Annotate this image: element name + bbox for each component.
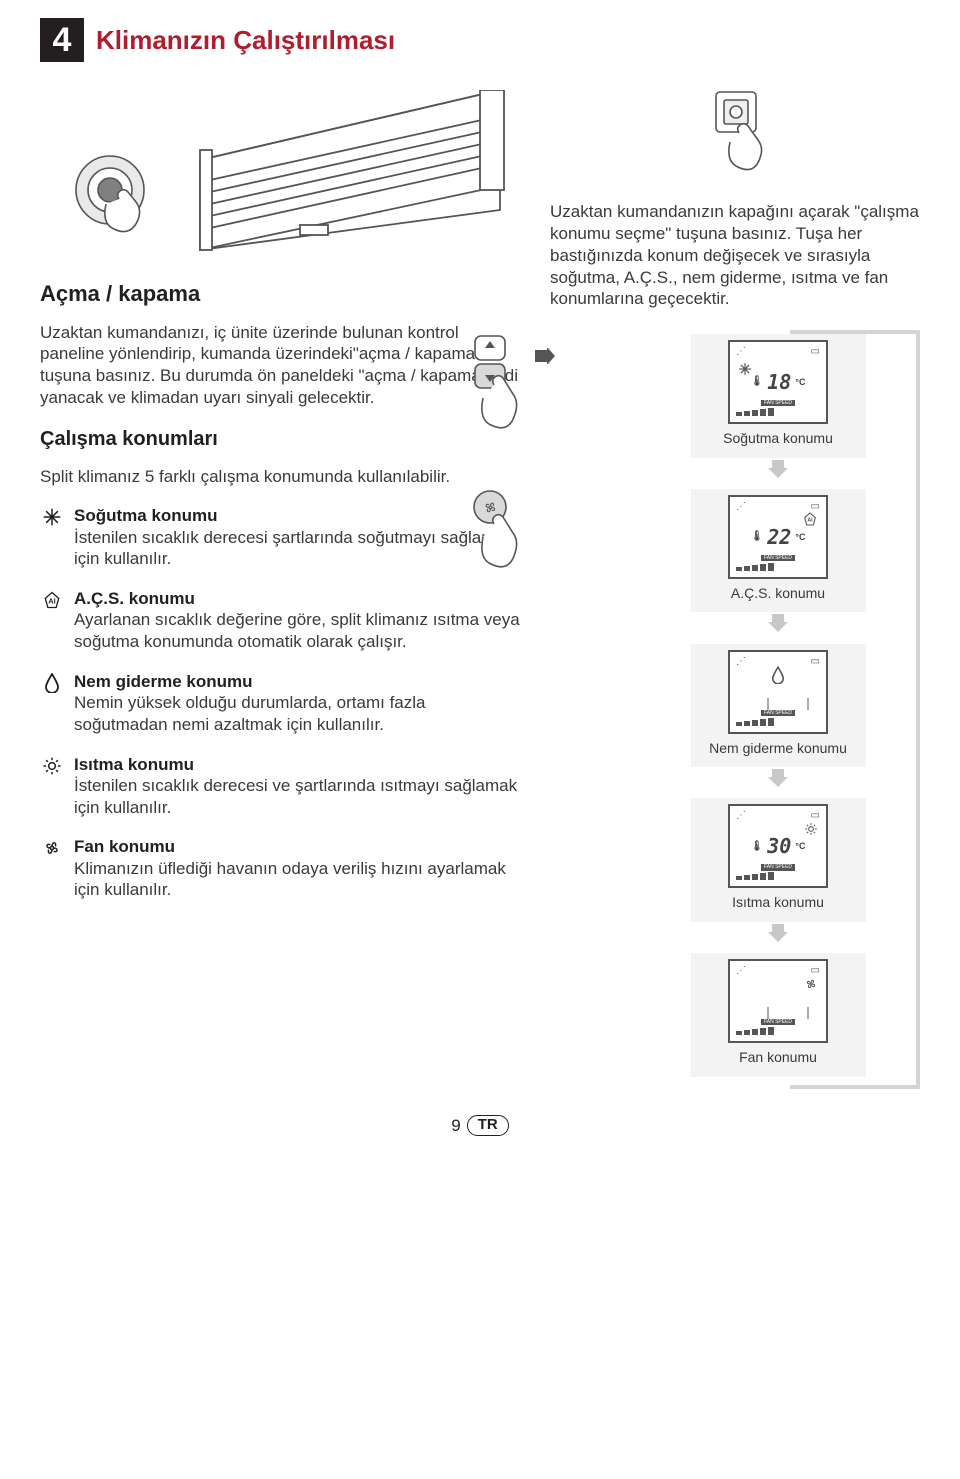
screen-unit: °C bbox=[795, 377, 805, 388]
thermometer-icon: 🌡 bbox=[751, 376, 764, 389]
remote-screen: ⋰ ▭ 🌡18 °C FAN SPEED bbox=[728, 340, 828, 424]
mode-name: Isıtma konumu bbox=[74, 754, 520, 775]
fan-speed-label: FAN SPEED bbox=[761, 710, 795, 716]
remote-screen: ⋰▭ FAN SPEED bbox=[728, 650, 828, 734]
wifi-icon: ⋰ bbox=[736, 501, 746, 514]
mode-item: Fan konumu Klimanızın üflediği havanın o… bbox=[40, 836, 520, 901]
svg-text:AI: AI bbox=[807, 517, 813, 523]
page-header: 4 Klimanızın Çalıştırılması bbox=[40, 18, 920, 62]
remote-label: Isıtma konumu bbox=[695, 894, 862, 912]
step-badge: 4 bbox=[40, 18, 84, 62]
heading-modes: Çalışma konumları bbox=[40, 427, 520, 452]
remote-label: Nem giderme konumu bbox=[695, 740, 862, 758]
mode-item: Nem giderme konumu Nemin yüksek olduğu d… bbox=[40, 671, 520, 736]
ac-unit-illustration bbox=[50, 90, 510, 260]
mode-item: AI A.Ç.S. konumu Ayarlanan sıcaklık değe… bbox=[40, 588, 520, 653]
wall-switch-illustration bbox=[550, 90, 920, 185]
illustration-unit-press bbox=[40, 90, 520, 260]
screen-unit: °C bbox=[795, 532, 805, 543]
sun-icon bbox=[40, 754, 64, 819]
remote-screen: ⋰▭ AI 🌡22°C FAN SPEED bbox=[728, 495, 828, 579]
fan-speed-label: FAN SPEED bbox=[761, 864, 795, 870]
snowflake-icon bbox=[40, 505, 64, 570]
flow-arrow-down-icon bbox=[650, 769, 906, 792]
remote-flow: ⋰ ▭ 🌡18 °C FAN SPEED Soğutma konumu ⋰ ▭ bbox=[550, 334, 920, 1085]
mode-list: Soğutma konumu İstenilen sıcaklık derece… bbox=[40, 505, 520, 901]
mode-desc: Nemin yüksek olduğu durumlarda, ortamı f… bbox=[74, 692, 520, 736]
fan-button-hand-icon bbox=[455, 489, 535, 599]
fan-speed-label: FAN SPEED bbox=[761, 400, 795, 406]
screen-temp: 30 bbox=[767, 834, 791, 859]
mode-desc: Ayarlanan sıcaklık değerine göre, split … bbox=[74, 609, 520, 653]
remote-card: ⋰▭ FAN SPEED Fan konumu bbox=[691, 953, 866, 1077]
mode-desc: İstenilen sıcaklık derecesi ve şartların… bbox=[74, 775, 520, 819]
mode-icon-in-screen bbox=[730, 666, 826, 689]
battery-icon: ▭ bbox=[811, 346, 820, 359]
wifi-icon: ⋰ bbox=[736, 810, 746, 823]
wifi-icon: ⋰ bbox=[736, 965, 746, 978]
remote-card: ⋰▭ AI 🌡22°C FAN SPEED A.Ç.S. konumu bbox=[691, 489, 866, 613]
mode-item: Isıtma konumu İstenilen sıcaklık dereces… bbox=[40, 754, 520, 819]
remote-card: ⋰ ▭ 🌡18 °C FAN SPEED Soğutma konumu bbox=[691, 334, 866, 458]
ai-icon: AI bbox=[40, 588, 64, 653]
right-column: Uzaktan kumandanızın kapağını açarak "ça… bbox=[550, 90, 920, 1085]
screen-temp: 18 bbox=[767, 370, 791, 395]
page-footer: 9 TR bbox=[40, 1115, 920, 1136]
flow-arrow-down-icon bbox=[650, 924, 906, 947]
left-column: Açma / kapama Uzaktan kumandanızı, iç ün… bbox=[40, 90, 520, 1085]
thermometer-icon: 🌡 bbox=[751, 841, 764, 854]
remote-screen: ⋰▭ FAN SPEED bbox=[728, 959, 828, 1043]
fan-icon bbox=[40, 836, 64, 901]
flow-arrow-down-icon bbox=[650, 614, 906, 637]
drop-icon bbox=[40, 671, 64, 736]
page-number: 9 bbox=[451, 1115, 460, 1136]
fan-speed-label: FAN SPEED bbox=[761, 1019, 795, 1025]
mode-icon-in-screen bbox=[804, 975, 818, 996]
mode-name: Nem giderme konumu bbox=[74, 671, 520, 692]
hand-icons-column bbox=[450, 334, 540, 599]
remote-card: ⋰▭ 🌡30°C FAN SPEED Isıtma konumu bbox=[691, 798, 866, 922]
para-modes: Split klimanız 5 farklı çalışma konumund… bbox=[40, 466, 520, 488]
fan-speed-label: FAN SPEED bbox=[761, 555, 795, 561]
mode-name: Fan konumu bbox=[74, 836, 520, 857]
page-title: Klimanızın Çalıştırılması bbox=[96, 24, 395, 57]
mode-item: Soğutma konumu İstenilen sıcaklık derece… bbox=[40, 505, 520, 570]
remote-label: A.Ç.S. konumu bbox=[695, 585, 862, 603]
step-number: 4 bbox=[53, 19, 72, 62]
screen-temp: 22 bbox=[767, 525, 791, 550]
remote-label: Fan konumu bbox=[695, 1049, 862, 1067]
svg-text:AI: AI bbox=[48, 596, 56, 605]
screen-unit: °C bbox=[795, 841, 805, 852]
updown-hand-icon bbox=[455, 334, 535, 449]
mode-desc: Klimanızın üflediği havanın odaya verili… bbox=[74, 858, 520, 902]
wifi-icon: ⋰ bbox=[736, 346, 746, 359]
remote-screen: ⋰▭ 🌡30°C FAN SPEED bbox=[728, 804, 828, 888]
lang-badge: TR bbox=[467, 1115, 509, 1136]
para-on-off: Uzaktan kumandanızı, iç ünite üzerinde b… bbox=[40, 322, 520, 409]
remote-label: Soğutma konumu bbox=[695, 430, 862, 448]
right-para: Uzaktan kumandanızın kapağını açarak "ça… bbox=[550, 201, 920, 310]
thermometer-icon: 🌡 bbox=[751, 531, 764, 544]
remote-card: ⋰▭ FAN SPEED Nem giderme konumu bbox=[691, 644, 866, 768]
flow-arrow-down-icon bbox=[650, 460, 906, 483]
heading-on-off: Açma / kapama bbox=[40, 280, 520, 308]
flow-arrow-right-icon bbox=[535, 348, 555, 364]
